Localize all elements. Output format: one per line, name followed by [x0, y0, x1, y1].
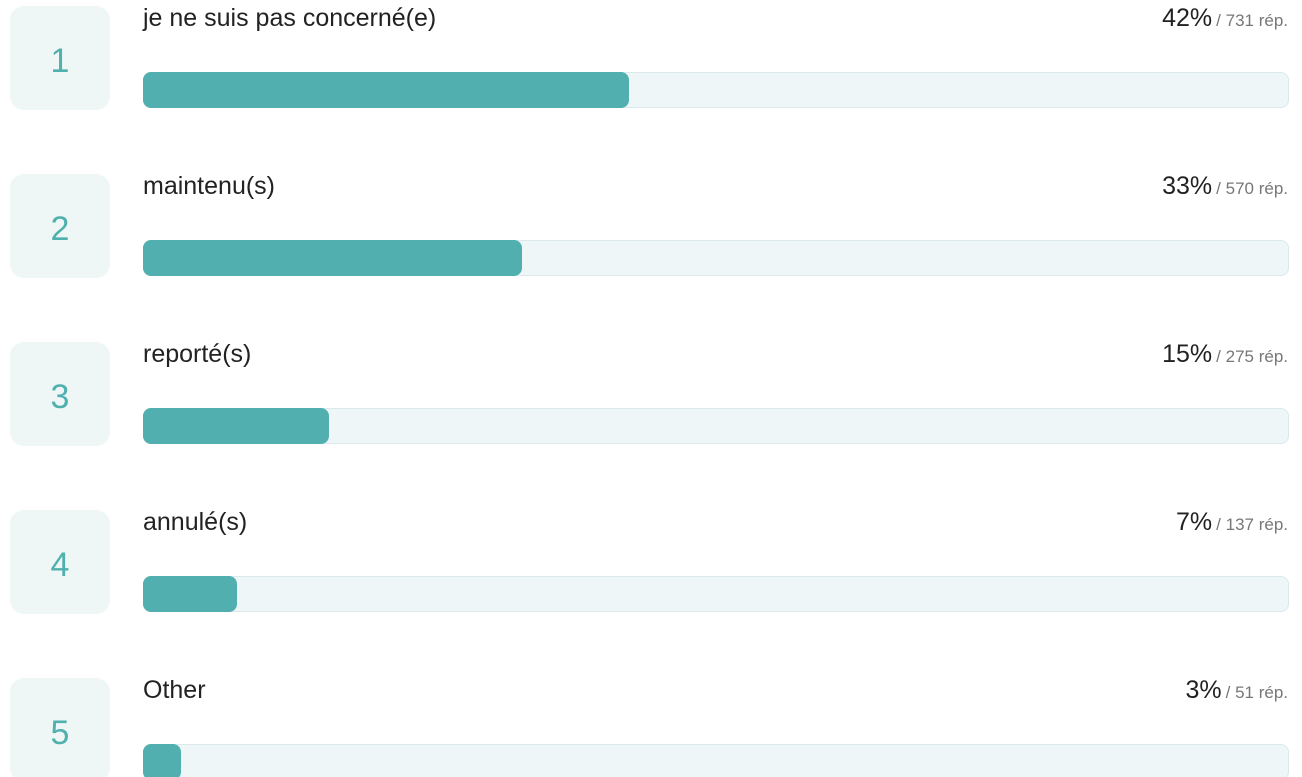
option-label: je ne suis pas concerné(e)	[143, 4, 437, 32]
percentage-label: 42%	[1162, 4, 1213, 32]
result-row: 2 maintenu(s) 33%/ 570 rép.	[0, 172, 1302, 278]
result-row: 4 annulé(s) 7%/ 137 rép.	[0, 508, 1302, 614]
rank-number: 4	[50, 545, 70, 584]
option-label: Other	[143, 676, 206, 704]
bar-track	[143, 240, 1289, 276]
bar-fill	[143, 576, 237, 612]
rank-number: 5	[50, 713, 70, 752]
rank-number: 3	[50, 377, 70, 416]
percentage-label: 15%	[1162, 340, 1213, 368]
result-stats: 3%/ 51 rép.	[1185, 676, 1288, 705]
option-label: maintenu(s)	[143, 172, 275, 200]
bar-track	[143, 408, 1289, 444]
result-row: 3 reporté(s) 15%/ 275 rép.	[0, 340, 1302, 446]
rank-badge: 5	[10, 678, 110, 777]
bar-track	[143, 744, 1289, 777]
rank-number: 2	[50, 209, 70, 248]
bar-fill	[143, 240, 523, 276]
result-row: 5 Other 3%/ 51 rép.	[0, 676, 1302, 777]
percentage-label: 7%	[1176, 508, 1213, 536]
bar-fill	[143, 744, 181, 777]
response-count: / 275 rép.	[1216, 347, 1288, 366]
bar-fill	[143, 408, 329, 444]
option-label: reporté(s)	[143, 340, 252, 368]
bar-fill	[143, 72, 629, 108]
result-stats: 42%/ 731 rép.	[1162, 4, 1288, 33]
rank-number: 1	[50, 41, 70, 80]
result-stats: 15%/ 275 rép.	[1162, 340, 1288, 369]
rank-badge: 3	[10, 342, 110, 446]
percentage-label: 3%	[1185, 676, 1222, 704]
response-count: / 731 rép.	[1216, 11, 1288, 30]
response-count: / 570 rép.	[1216, 179, 1288, 198]
option-label: annulé(s)	[143, 508, 248, 536]
bar-track	[143, 576, 1289, 612]
rank-badge: 2	[10, 174, 110, 278]
rank-badge: 4	[10, 510, 110, 614]
percentage-label: 33%	[1162, 172, 1213, 200]
response-count: / 51 rép.	[1225, 683, 1288, 702]
bar-track	[143, 72, 1289, 108]
rank-badge: 1	[10, 6, 110, 110]
result-row: 1 je ne suis pas concerné(e) 42%/ 731 ré…	[0, 4, 1302, 110]
result-stats: 33%/ 570 rép.	[1162, 172, 1288, 201]
response-count: / 137 rép.	[1216, 515, 1288, 534]
result-stats: 7%/ 137 rép.	[1176, 508, 1288, 537]
